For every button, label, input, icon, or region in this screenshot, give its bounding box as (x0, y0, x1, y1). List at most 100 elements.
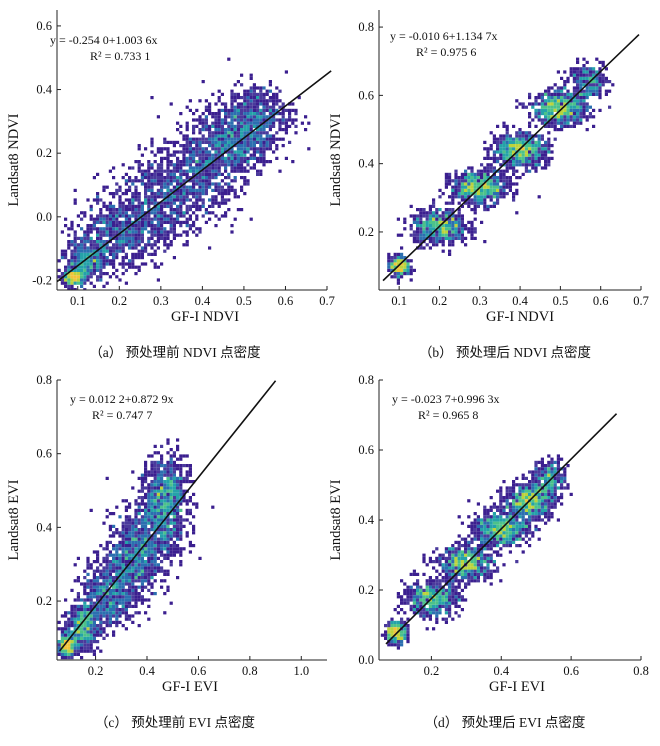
density-cell (118, 249, 122, 253)
density-cell (492, 179, 496, 183)
density-cell (224, 102, 228, 106)
density-cell (236, 112, 240, 116)
density-cell (92, 176, 96, 180)
density-cell (182, 496, 186, 500)
density-cell (99, 588, 103, 592)
density-cell (108, 236, 112, 240)
density-cell (89, 236, 93, 240)
density-cell (390, 643, 394, 647)
density-cell (252, 99, 256, 103)
density-cell (499, 153, 503, 157)
density-cell (476, 169, 480, 173)
density-cell (121, 499, 125, 503)
density-cell (131, 569, 135, 573)
density-cell (144, 470, 148, 474)
density-cell (96, 265, 100, 269)
density-cell (585, 128, 589, 132)
density-cell (425, 220, 429, 224)
density-cell (134, 592, 138, 596)
density-cell (582, 89, 586, 93)
density-cell (393, 620, 397, 624)
density-cell (403, 582, 407, 586)
density-cell (169, 502, 173, 506)
density-cell (112, 566, 116, 570)
density-cell (166, 179, 170, 183)
density-cell (470, 569, 474, 573)
density-cell (393, 252, 397, 256)
density-cell (505, 150, 509, 154)
density-cell (140, 531, 144, 535)
density-cell (524, 131, 528, 135)
density-cell (256, 112, 260, 116)
density-cell (496, 150, 500, 154)
density-cell (172, 521, 176, 525)
density-cell (204, 188, 208, 192)
density-cell (99, 211, 103, 215)
density-cell (137, 576, 141, 580)
density-cell (169, 550, 173, 554)
density-cell (262, 150, 266, 154)
density-cell (265, 134, 269, 138)
x-tick-label: 0.7 (633, 294, 649, 308)
density-cell (396, 217, 400, 221)
density-cell (534, 467, 538, 471)
density-cell (105, 620, 109, 624)
density-cell (64, 643, 68, 647)
density-cell (560, 496, 564, 500)
density-cell (137, 252, 141, 256)
density-cell (531, 518, 535, 522)
density-cell (470, 540, 474, 544)
density-cell (166, 508, 170, 512)
x-tick-label: 0.3 (153, 294, 169, 308)
density-cell (460, 230, 464, 234)
density-cell (224, 134, 228, 138)
density-cell (169, 537, 173, 541)
density-cell (99, 268, 103, 272)
density-cell (172, 150, 176, 154)
density-cell (160, 230, 164, 234)
density-cell (553, 102, 557, 106)
density-cell (502, 185, 506, 189)
density-cell (480, 163, 484, 167)
density-cell (521, 550, 525, 554)
density-cell (563, 105, 567, 109)
density-cell (524, 492, 528, 496)
density-cell (476, 502, 480, 506)
density-cell (246, 115, 250, 119)
density-cell (608, 80, 612, 84)
density-cell (76, 614, 80, 618)
density-cell (192, 156, 196, 160)
density-cell (262, 96, 266, 100)
density-cell (528, 124, 532, 128)
density-cell (470, 566, 474, 570)
density-cell (67, 620, 71, 624)
density-cell (432, 204, 436, 208)
density-cell (89, 643, 93, 647)
density-cell (131, 198, 135, 202)
density-cell (454, 556, 458, 560)
density-cell (160, 211, 164, 215)
density-cell (108, 608, 112, 612)
density-cell (460, 608, 464, 612)
density-cell (457, 547, 461, 551)
density-cell (160, 492, 164, 496)
density-cell (572, 118, 576, 122)
density-cell (60, 256, 64, 260)
density-cell (444, 620, 448, 624)
density-cell (153, 460, 157, 464)
density-cell (256, 156, 260, 160)
density-cell (124, 515, 128, 519)
density-cell (278, 118, 282, 122)
density-cell (166, 476, 170, 480)
density-cell (172, 518, 176, 522)
density-cell (124, 534, 128, 538)
density-cell (96, 556, 100, 560)
density-cell (428, 224, 432, 228)
density-cell (515, 505, 519, 509)
density-cell (547, 492, 551, 496)
density-cell (128, 537, 132, 541)
density-cell (435, 608, 439, 612)
density-cell (505, 512, 509, 516)
density-cell (169, 505, 173, 509)
density-cell (496, 550, 500, 554)
